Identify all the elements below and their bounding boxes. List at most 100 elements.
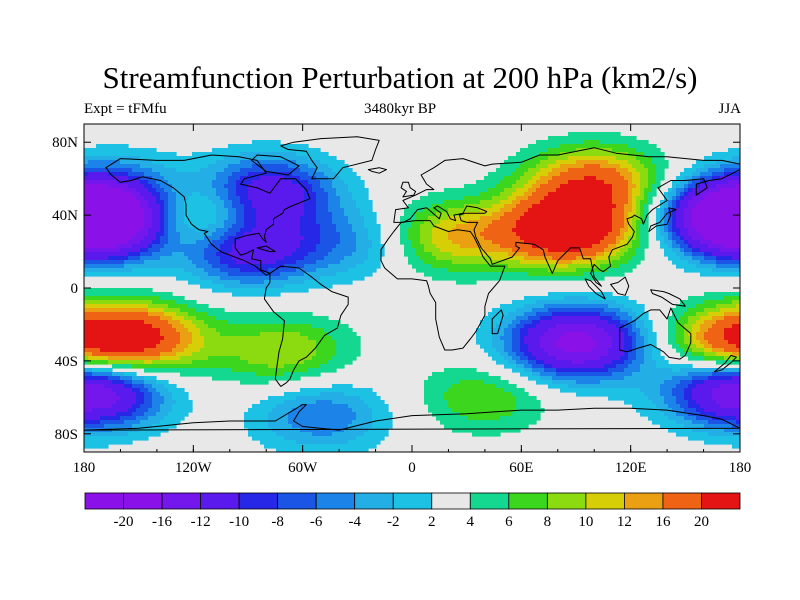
contour-cell bbox=[640, 192, 645, 197]
contour-cell bbox=[596, 260, 613, 265]
contour-cell bbox=[168, 216, 177, 221]
contour-cell bbox=[720, 176, 740, 181]
contour-cell bbox=[524, 304, 545, 309]
contour-cell bbox=[192, 260, 209, 265]
contour-cell bbox=[596, 176, 625, 181]
contour-cell bbox=[272, 408, 293, 413]
contour-cell bbox=[680, 300, 705, 305]
contour-cell bbox=[612, 224, 625, 229]
contour-cell bbox=[668, 256, 681, 261]
x-tick-label: 180 bbox=[73, 460, 96, 476]
contour-cell bbox=[332, 212, 345, 217]
contour-cell bbox=[516, 404, 541, 409]
contour-cell bbox=[508, 352, 517, 357]
contour-cell bbox=[724, 172, 740, 177]
contour-cell bbox=[680, 204, 689, 209]
contour-cell bbox=[180, 232, 213, 237]
contour-cell bbox=[144, 184, 153, 189]
contour-cell bbox=[204, 236, 221, 241]
contour-cell bbox=[240, 176, 261, 181]
contour-cell bbox=[272, 428, 301, 433]
contour-cell bbox=[288, 276, 321, 281]
contour-cell bbox=[412, 220, 425, 225]
contour-cell bbox=[108, 184, 129, 189]
contour-cell bbox=[624, 348, 633, 353]
contour-cell bbox=[188, 344, 205, 349]
contour-cell bbox=[664, 196, 669, 201]
contour-cell bbox=[84, 220, 145, 225]
contour-cell bbox=[440, 220, 469, 225]
contour-cell bbox=[164, 212, 169, 217]
contour-cell bbox=[688, 344, 697, 349]
contour-cell bbox=[136, 408, 149, 413]
contour-cell bbox=[664, 412, 677, 417]
contour-cell bbox=[644, 152, 665, 157]
contour-cell bbox=[84, 424, 105, 429]
contour-cell bbox=[168, 204, 177, 209]
contour-cell bbox=[300, 216, 317, 221]
contour-cell bbox=[672, 196, 677, 201]
contour-cell bbox=[688, 296, 725, 301]
contour-cell bbox=[612, 200, 629, 205]
contour-cell bbox=[84, 176, 129, 181]
contour-cell bbox=[524, 256, 553, 261]
contour-cell bbox=[344, 392, 377, 397]
contour-cell bbox=[648, 176, 657, 181]
colorbar-swatch bbox=[701, 492, 741, 510]
contour-cell bbox=[516, 152, 541, 157]
contour-cell bbox=[676, 200, 681, 205]
contour-cell bbox=[208, 196, 221, 201]
contour-cell bbox=[144, 172, 161, 177]
contour-cell bbox=[444, 392, 513, 397]
contour-cell bbox=[676, 396, 685, 401]
contour-cell bbox=[228, 272, 281, 277]
contour-cell bbox=[620, 248, 629, 253]
contour-cell bbox=[500, 216, 521, 221]
contour-cell bbox=[700, 232, 740, 237]
contour-cell bbox=[708, 432, 740, 437]
contour-cell bbox=[340, 232, 357, 237]
contour-cell bbox=[112, 372, 125, 377]
contour-cell bbox=[212, 148, 321, 153]
contour-cell bbox=[208, 260, 221, 265]
contour-cell bbox=[88, 172, 109, 177]
contour-cell bbox=[340, 236, 357, 241]
season-label: JJA bbox=[718, 101, 741, 117]
contour-cell bbox=[304, 188, 313, 193]
contour-cell bbox=[108, 356, 161, 361]
contour-cell bbox=[336, 272, 373, 277]
contour-cell bbox=[132, 376, 145, 381]
colorbar-swatch bbox=[84, 492, 124, 510]
contour-cell bbox=[108, 256, 129, 261]
contour-cell bbox=[452, 240, 493, 245]
contour-cell bbox=[520, 372, 533, 377]
contour-cell bbox=[688, 384, 697, 389]
contour-cell bbox=[176, 312, 189, 317]
contour-cell bbox=[244, 416, 269, 421]
contour-cell bbox=[204, 320, 229, 325]
contour-cell bbox=[676, 400, 689, 405]
contour-cell bbox=[712, 176, 721, 181]
contour-cell bbox=[656, 404, 669, 409]
contour-cell bbox=[124, 188, 137, 193]
contour-cell bbox=[636, 196, 645, 201]
contour-cell bbox=[352, 252, 369, 257]
contour-cell bbox=[524, 212, 613, 217]
contour-cell bbox=[536, 140, 585, 145]
contour-cell bbox=[416, 212, 437, 217]
contour-cell bbox=[316, 352, 337, 357]
contour-cell bbox=[724, 168, 740, 173]
contour-cell bbox=[216, 220, 225, 225]
contour-cell bbox=[476, 180, 501, 185]
contour-cell bbox=[524, 296, 565, 301]
contour-cell bbox=[312, 356, 333, 361]
contour-cell bbox=[92, 372, 113, 377]
contour-cell bbox=[540, 184, 561, 189]
contour-cell bbox=[620, 240, 629, 245]
contour-cell bbox=[692, 324, 701, 329]
contour-cell bbox=[152, 396, 165, 401]
contour-cell bbox=[668, 416, 685, 421]
contour-cell bbox=[484, 236, 521, 241]
contour-cell bbox=[464, 204, 493, 209]
contour-cell bbox=[324, 172, 337, 177]
